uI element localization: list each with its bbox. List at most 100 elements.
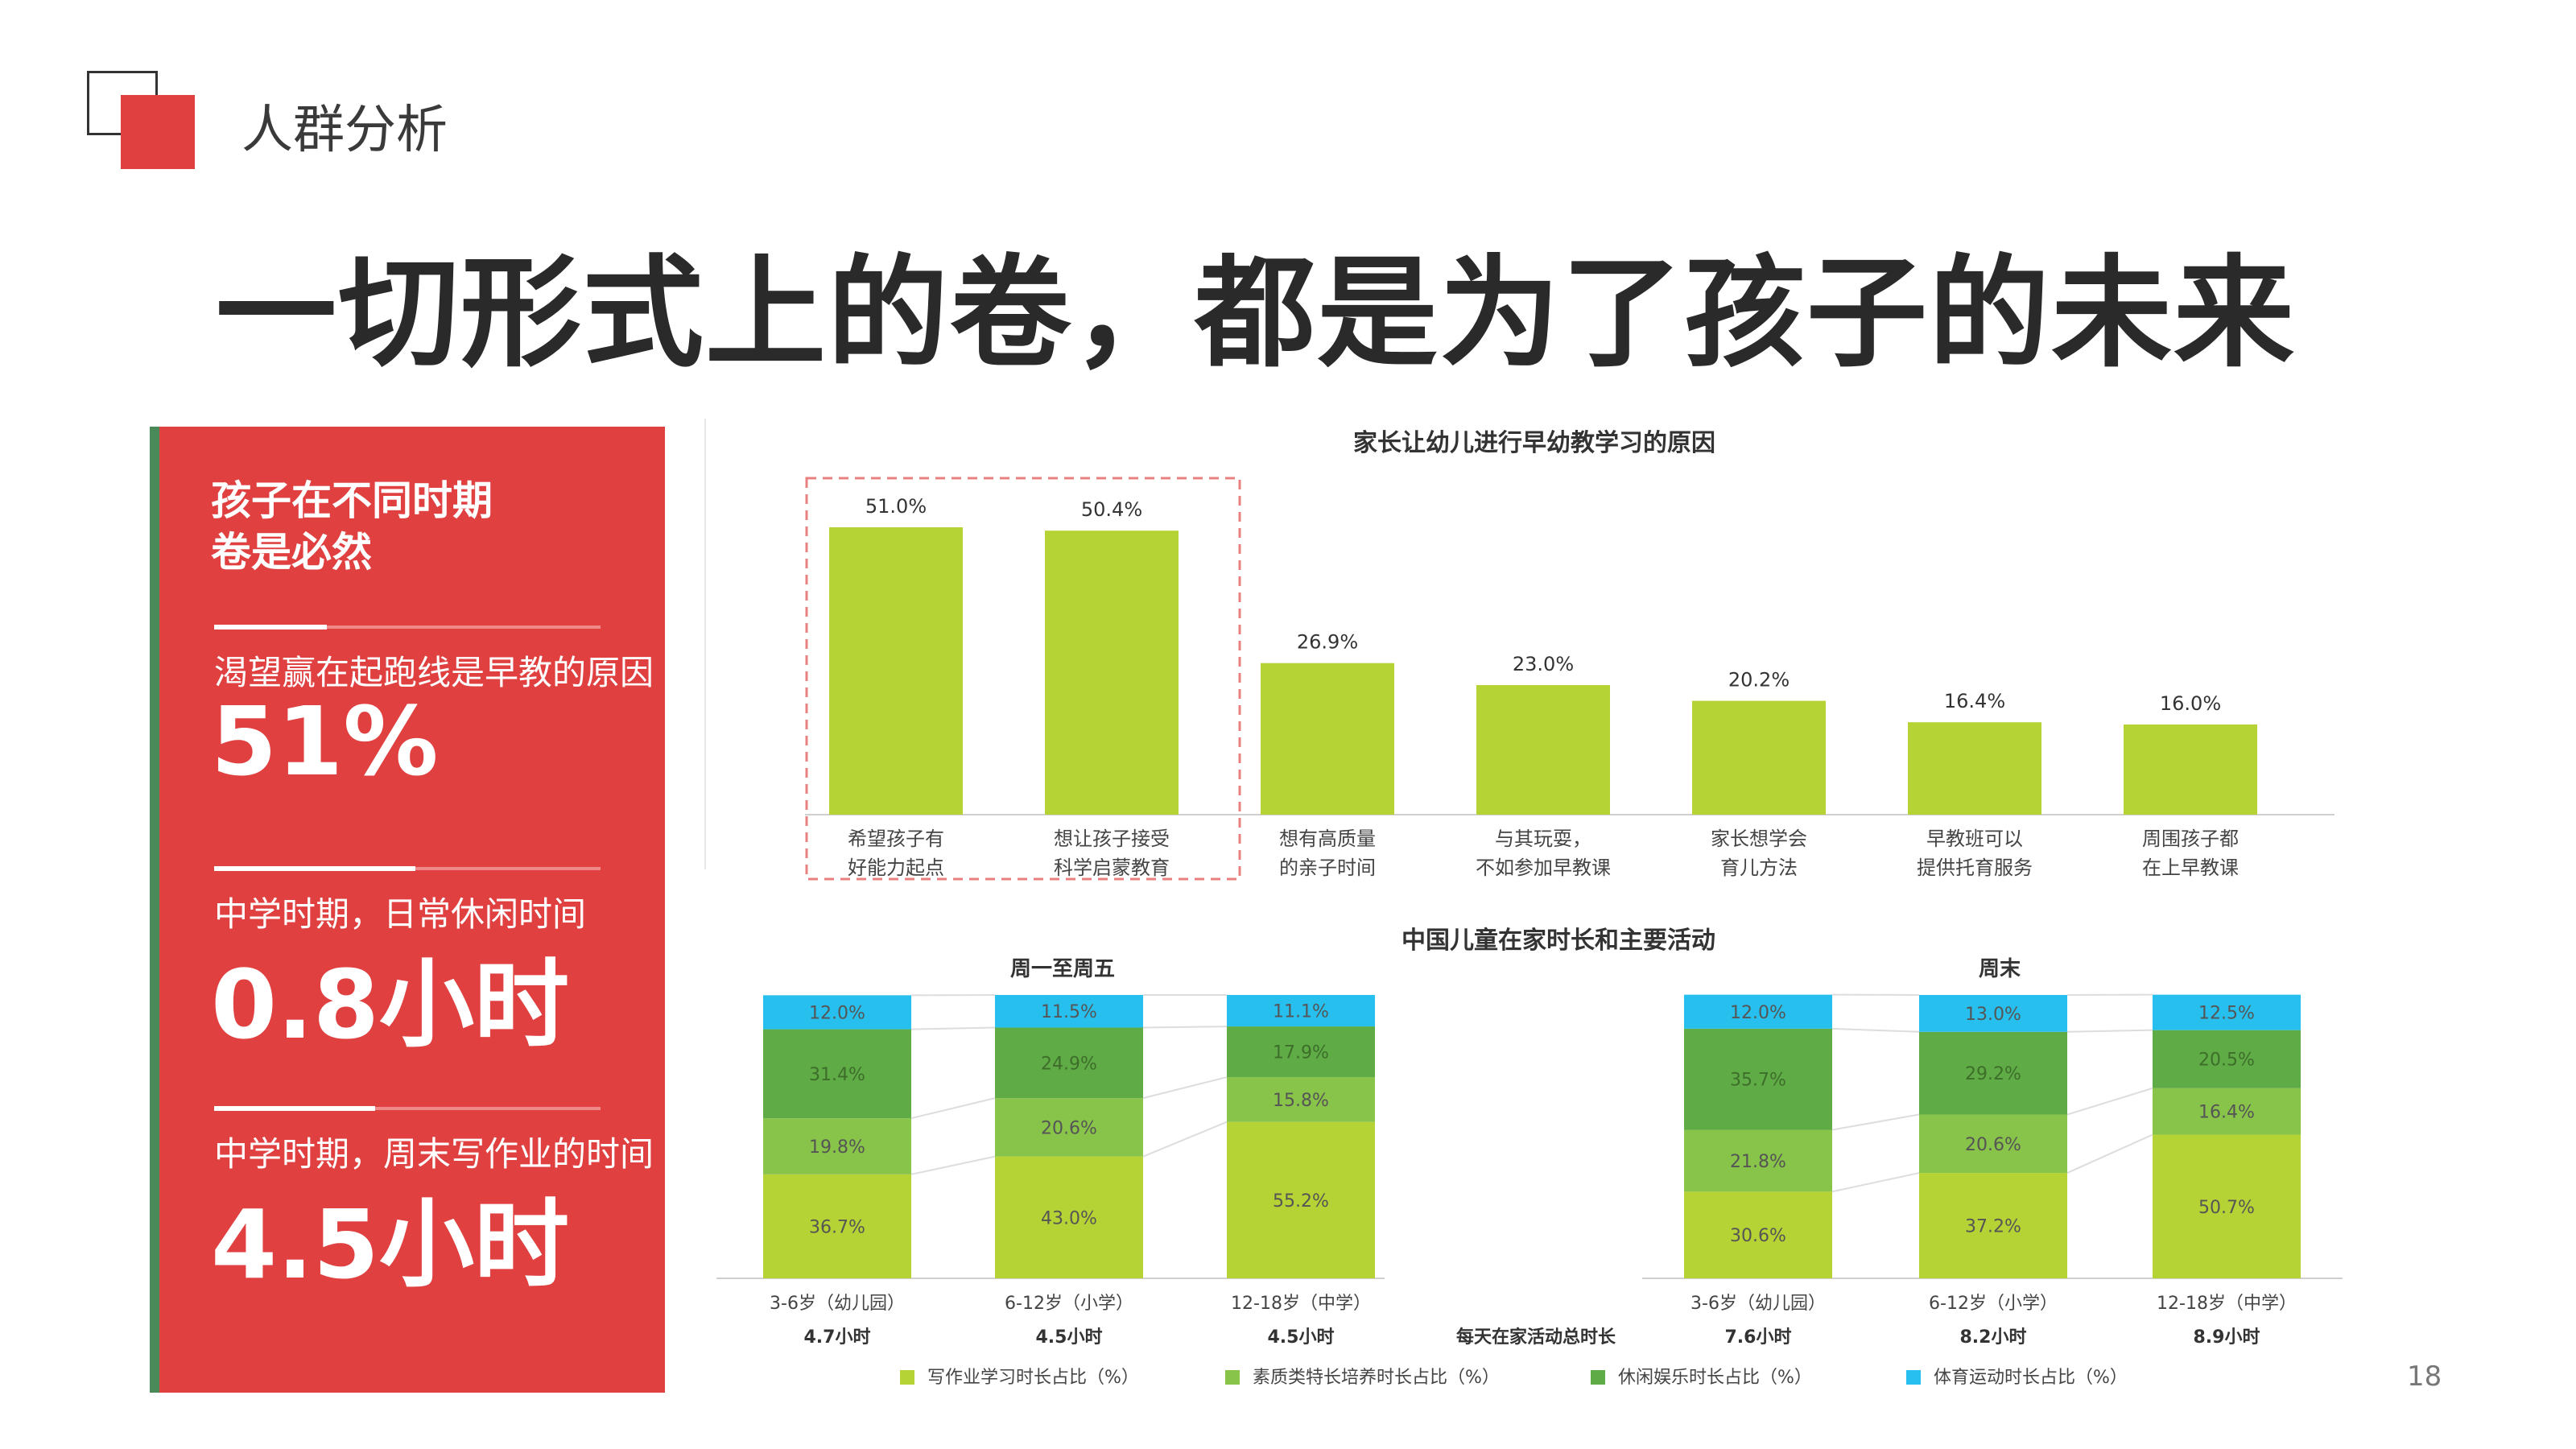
tick-label: 的亲子时间 xyxy=(1279,857,1376,879)
section-label: 人群分析 xyxy=(242,101,448,160)
stacked-segment xyxy=(2153,994,2301,1030)
connector-line xyxy=(1142,1121,1228,1158)
stacked-segment xyxy=(995,1156,1143,1278)
stacked-segment xyxy=(1919,995,2067,1032)
panel-title-line2: 卷是必然 xyxy=(211,529,372,576)
stacked-segment xyxy=(763,995,911,1030)
data-label: 12.5% xyxy=(2198,1004,2255,1024)
stacked-segment xyxy=(995,995,1143,1028)
data-label: 26.9% xyxy=(1297,631,1358,654)
stat-value: 4.5小时 xyxy=(211,1189,570,1300)
stacked-segment xyxy=(1227,995,1375,1027)
tick-label: 3-6岁（幼儿园） xyxy=(770,1294,905,1314)
tick-label: 在上早教课 xyxy=(2142,857,2239,879)
divider xyxy=(214,625,601,630)
tick-label: 家长想学会 xyxy=(1711,828,1807,850)
connector-line xyxy=(2066,1087,2153,1116)
panel-title-line1: 孩子在不同时期 xyxy=(211,477,493,524)
connector-line xyxy=(1831,1172,1920,1193)
bar xyxy=(1261,663,1394,815)
tick-label: 科学启蒙教育 xyxy=(1054,857,1170,879)
connector-line xyxy=(1142,1026,1228,1029)
stacked-segment xyxy=(1227,1121,1375,1278)
connector-line xyxy=(1831,1113,1920,1131)
data-label: 20.6% xyxy=(1041,1118,1097,1138)
bar xyxy=(829,527,963,815)
total-label: 4.5小时 xyxy=(1268,1327,1335,1348)
highlight-box xyxy=(805,477,1241,881)
total-label: 4.5小时 xyxy=(1036,1327,1103,1348)
bar xyxy=(1692,700,1826,815)
stacked-segment xyxy=(1919,1114,2067,1174)
total-label: 7.6小时 xyxy=(1725,1327,1792,1348)
data-label: 20.2% xyxy=(1728,669,1790,691)
chart-title: 家长让幼儿进行早幼教学习的原因 xyxy=(1353,429,1715,457)
divider xyxy=(214,1106,601,1111)
tick-label: 周围孩子都 xyxy=(2142,828,2239,850)
connector-line xyxy=(2066,1029,2153,1033)
tick-label: 6-12岁（小学） xyxy=(1005,1294,1133,1314)
stacked-segment xyxy=(2153,1030,2301,1088)
stacked-segment xyxy=(1684,1028,1832,1130)
legend-label: 素质类特长培养时长占比（%） xyxy=(1253,1368,1500,1388)
stacked-segment xyxy=(995,1027,1143,1099)
legend-swatch xyxy=(1906,1370,1921,1385)
data-label: 16.4% xyxy=(2198,1103,2255,1123)
data-label: 21.8% xyxy=(1730,1152,1786,1172)
tick-label: 不如参加早教课 xyxy=(1476,857,1611,879)
tick-label: 想有高质量 xyxy=(1279,828,1376,850)
data-label: 30.6% xyxy=(1730,1226,1786,1246)
panel-title: 孩子在不同时期 卷是必然 xyxy=(211,475,493,578)
legend-swatch xyxy=(900,1370,914,1385)
data-label: 23.0% xyxy=(1513,653,1574,675)
chart-title: 中国儿童在家时长和主要活动 xyxy=(1402,927,1715,955)
stacked-segment xyxy=(1684,1191,1832,1278)
stacked-segment xyxy=(2153,1134,2301,1278)
connector-line xyxy=(910,1155,996,1175)
data-label: 11.1% xyxy=(1273,1002,1329,1022)
data-label: 35.7% xyxy=(1730,1071,1786,1091)
data-label: 20.6% xyxy=(1965,1135,2021,1155)
tick-label: 与其玩耍， xyxy=(1495,828,1591,850)
legend-swatch xyxy=(1225,1370,1240,1385)
tick-label: 3-6岁（幼儿园） xyxy=(1690,1294,1826,1314)
stat-label: 中学时期，周末写作业的时间 xyxy=(214,1134,654,1174)
tick-label: 12-18岁（中学） xyxy=(2157,1294,2297,1314)
data-label: 29.2% xyxy=(1965,1064,2021,1084)
stat-label: 中学时期，日常休闲时间 xyxy=(214,894,587,934)
panel-title: 周末 xyxy=(1979,957,2021,981)
data-label: 31.4% xyxy=(809,1065,865,1085)
stacked-segment xyxy=(1684,994,1832,1029)
data-label: 15.8% xyxy=(1273,1091,1329,1111)
data-label: 20.5% xyxy=(2198,1051,2255,1071)
page-title: 一切形式上的卷，都是为了孩子的未来 xyxy=(216,244,2297,384)
tick-label: 6-12岁（小学） xyxy=(1929,1294,2058,1314)
stacked-segment xyxy=(2153,1088,2301,1135)
total-axis-label: 每天在家活动总时长 xyxy=(1456,1327,1616,1348)
data-label: 50.4% xyxy=(1081,498,1142,521)
stacked-segment xyxy=(763,1029,911,1119)
legend-swatch xyxy=(1591,1370,1605,1385)
tick-label: 12-18岁（中学） xyxy=(1231,1294,1371,1314)
tick-label: 育儿方法 xyxy=(1720,857,1798,879)
data-label: 16.4% xyxy=(1944,690,2005,712)
connector-line xyxy=(1142,1076,1228,1100)
data-label: 19.8% xyxy=(809,1137,865,1158)
bar xyxy=(1476,685,1610,815)
tick-label: 早教班可以 xyxy=(1926,828,2023,850)
stat-label: 渴望赢在起跑线是早教的原因 xyxy=(214,653,654,692)
data-label: 12.0% xyxy=(809,1003,865,1023)
data-label: 50.7% xyxy=(2198,1198,2255,1218)
tick-label: 想让孩子接受 xyxy=(1054,828,1170,850)
stacked-segment xyxy=(1919,1031,2067,1115)
tick-label: 希望孩子有 xyxy=(848,828,944,850)
total-label: 4.7小时 xyxy=(804,1327,871,1348)
data-label: 24.9% xyxy=(1041,1054,1097,1074)
page-number: 18 xyxy=(2407,1360,2442,1393)
stat-value: 0.8小时 xyxy=(211,949,570,1060)
stacked-segment xyxy=(1684,1129,1832,1192)
bar xyxy=(1908,722,2041,815)
data-label: 16.0% xyxy=(2160,692,2221,715)
